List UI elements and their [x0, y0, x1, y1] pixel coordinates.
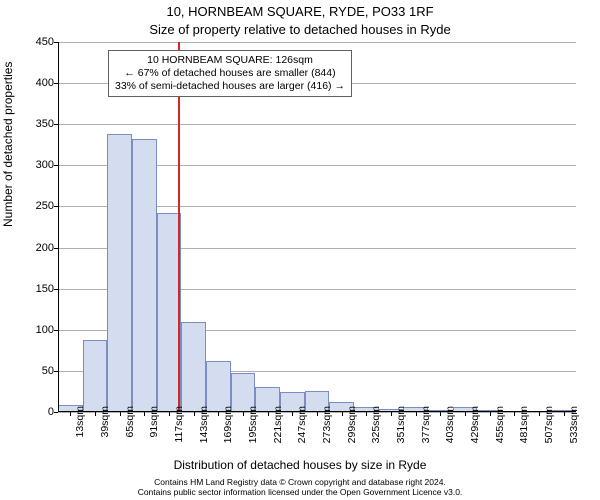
x-tick-label: 507sqm — [543, 406, 555, 456]
y-tick-mark — [54, 289, 58, 290]
x-tick-label: 143sqm — [198, 406, 210, 456]
callout-line: 10 HORNBEAM SQUARE: 126sqm — [115, 54, 345, 67]
x-tick-mark — [194, 412, 195, 416]
y-tick-label: 150 — [14, 283, 54, 295]
callout-line: 33% of semi-detached houses are larger (… — [115, 80, 345, 93]
y-tick-label: 450 — [14, 36, 54, 48]
y-tick-label: 200 — [14, 242, 54, 254]
x-tick-mark — [465, 412, 466, 416]
x-tick-mark — [416, 412, 417, 416]
y-axis-title: Number of detached properties — [1, 62, 15, 227]
plot-area — [58, 42, 576, 412]
x-tick-label: 39sqm — [99, 406, 111, 456]
x-tick-label: 247sqm — [296, 406, 308, 456]
x-tick-mark — [70, 412, 71, 416]
x-tick-mark — [490, 412, 491, 416]
y-tick-label: 50 — [14, 365, 54, 377]
x-tick-label: 325sqm — [370, 406, 382, 456]
x-tick-mark — [391, 412, 392, 416]
x-tick-mark — [292, 412, 293, 416]
x-tick-label: 481sqm — [518, 406, 530, 456]
x-tick-label: 403sqm — [444, 406, 456, 456]
x-tick-label: 91sqm — [148, 406, 160, 456]
x-tick-mark — [95, 412, 96, 416]
x-tick-label: 169sqm — [222, 406, 234, 456]
y-tick-mark — [54, 124, 58, 125]
x-tick-label: 533sqm — [568, 406, 580, 456]
y-tick-mark — [54, 165, 58, 166]
chart-supertitle: 10, HORNBEAM SQUARE, RYDE, PO33 1RF — [0, 4, 600, 19]
chart-title: Size of property relative to detached ho… — [0, 22, 600, 37]
y-tick-label: 300 — [14, 159, 54, 171]
y-tick-mark — [54, 371, 58, 372]
x-tick-mark — [317, 412, 318, 416]
grid-line — [58, 124, 576, 125]
x-tick-mark — [366, 412, 367, 416]
x-tick-label: 273sqm — [321, 406, 333, 456]
x-tick-mark — [342, 412, 343, 416]
y-tick-mark — [54, 248, 58, 249]
x-tick-mark — [268, 412, 269, 416]
x-tick-mark — [120, 412, 121, 416]
y-tick-label: 350 — [14, 118, 54, 130]
y-tick-label: 100 — [14, 324, 54, 336]
x-tick-label: 195sqm — [247, 406, 259, 456]
reference-line — [178, 42, 180, 412]
histogram-bar — [206, 361, 231, 412]
x-tick-label: 377sqm — [420, 406, 432, 456]
x-tick-mark — [218, 412, 219, 416]
x-tick-label: 455sqm — [494, 406, 506, 456]
x-tick-label: 65sqm — [124, 406, 136, 456]
histogram-bar — [132, 139, 157, 412]
x-tick-label: 351sqm — [395, 406, 407, 456]
y-tick-mark — [54, 83, 58, 84]
x-tick-label: 429sqm — [469, 406, 481, 456]
x-tick-mark — [243, 412, 244, 416]
x-tick-mark — [514, 412, 515, 416]
histogram-bar — [107, 134, 132, 412]
x-tick-mark — [144, 412, 145, 416]
x-tick-label: 117sqm — [173, 406, 185, 456]
x-tick-label: 13sqm — [74, 406, 86, 456]
callout-box: 10 HORNBEAM SQUARE: 126sqm← 67% of detac… — [108, 50, 352, 97]
y-tick-mark — [54, 42, 58, 43]
x-tick-label: 221sqm — [272, 406, 284, 456]
y-axis-line — [58, 42, 59, 412]
x-tick-mark — [169, 412, 170, 416]
grid-line — [58, 42, 576, 43]
histogram-bar — [181, 322, 206, 412]
callout-line: ← 67% of detached houses are smaller (84… — [115, 67, 345, 80]
x-tick-mark — [564, 412, 565, 416]
y-tick-label: 250 — [14, 200, 54, 212]
y-tick-mark — [54, 330, 58, 331]
y-tick-label: 0 — [14, 406, 54, 418]
attribution-text: Contains HM Land Registry data © Crown c… — [0, 478, 600, 498]
x-axis-title: Distribution of detached houses by size … — [0, 458, 600, 472]
x-tick-mark — [539, 412, 540, 416]
y-tick-mark — [54, 412, 58, 413]
histogram-bar — [83, 340, 108, 412]
histogram-chart: 10, HORNBEAM SQUARE, RYDE, PO33 1RF Size… — [0, 0, 600, 500]
x-tick-mark — [440, 412, 441, 416]
y-tick-label: 400 — [14, 77, 54, 89]
x-tick-label: 299sqm — [346, 406, 358, 456]
y-tick-mark — [54, 206, 58, 207]
